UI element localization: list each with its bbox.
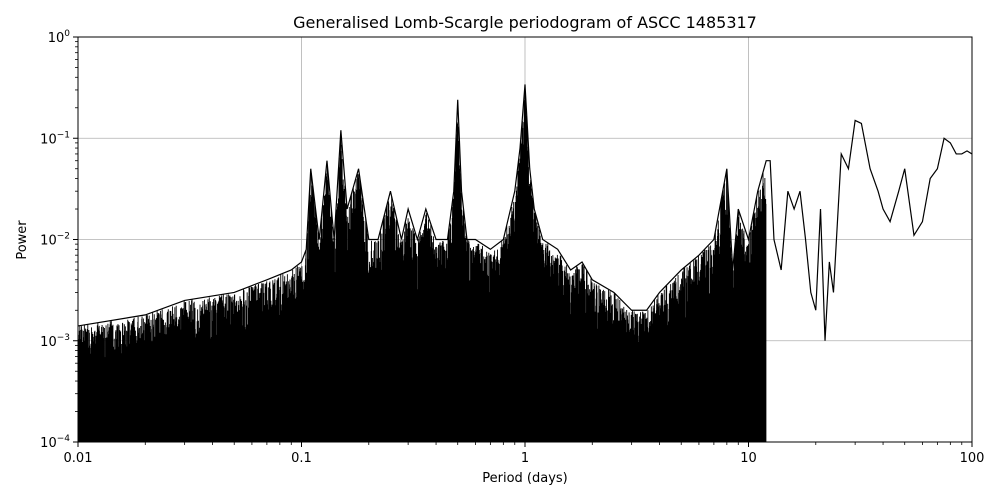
y-tick-label: 10−2 [40,232,70,249]
noise-spikes [78,92,767,442]
y-axis-ticks: 10−4 10−3 10−2 10−1 100 [40,29,78,451]
y-tick-label: 100 [48,29,71,46]
x-tick-label: 0.01 [64,451,93,466]
y-tick-label: 10−3 [40,333,70,350]
x-tick-label: 0.1 [291,451,312,466]
x-tick-label: 100 [960,451,985,466]
chart-title: Generalised Lomb-Scargle periodogram of … [293,13,757,32]
x-tick-label: 1 [521,451,529,466]
x-axis-ticks: 0.01 0.1 1 10 100 [64,442,985,466]
y-tick-label: 10−1 [40,130,70,147]
plot-area [78,84,972,442]
x-tick-label: 10 [740,451,757,466]
periodogram-line [78,84,972,341]
periodogram-noise [78,92,767,442]
y-axis-label: Power [15,220,30,260]
y-tick-label: 10−4 [40,434,70,451]
x-axis-label: Period (days) [482,471,568,486]
